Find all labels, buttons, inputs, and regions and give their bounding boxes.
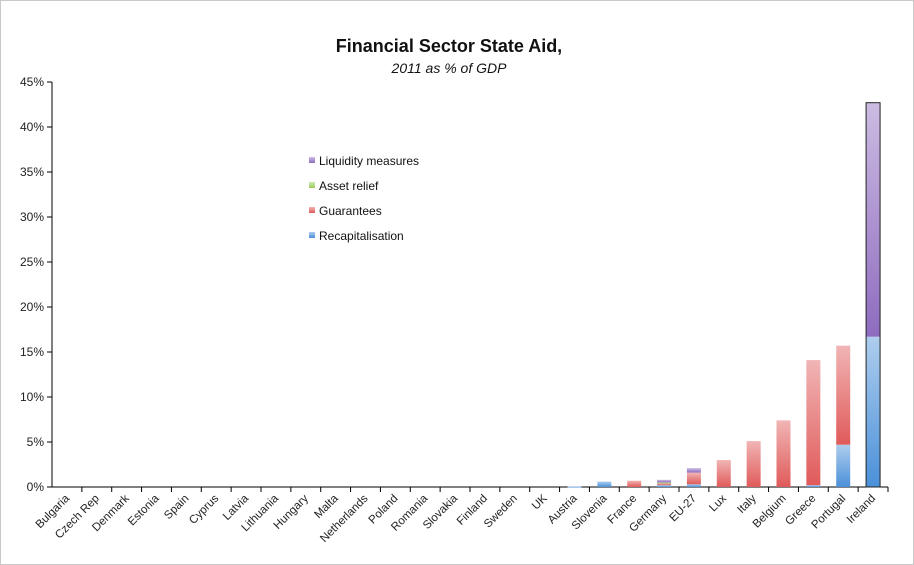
y-tick-label: 0% xyxy=(27,480,45,494)
bar-segment-guarantees xyxy=(776,420,791,487)
legend-label: Liquidity measures xyxy=(319,154,419,168)
legend-swatch xyxy=(309,207,315,213)
bars xyxy=(567,102,881,488)
bar-segment-recapitalisation xyxy=(686,484,701,487)
y-tick-label: 20% xyxy=(20,300,44,314)
legend-label: Recapitalisation xyxy=(319,229,404,243)
x-tick-label: UK xyxy=(530,492,550,512)
legend-label: Guarantees xyxy=(319,204,382,218)
x-tick-label: Estonia xyxy=(126,492,162,528)
bar-outline xyxy=(865,102,881,488)
y-tick-label: 30% xyxy=(20,210,44,224)
bar-segment-recapitalisation xyxy=(567,486,582,488)
bar-segment-liquidity-measures xyxy=(866,102,881,337)
bar-segment-recapitalisation xyxy=(597,481,612,487)
legend-swatch xyxy=(309,157,315,163)
bar-segment-guarantees xyxy=(657,483,672,486)
legend: Liquidity measures Asset relief Guarantees… xyxy=(309,154,419,243)
y-tick-label: 35% xyxy=(20,165,44,179)
x-tick-label: EU-27 xyxy=(668,493,700,525)
y-tick-label: 10% xyxy=(20,390,44,404)
bar-segment-recapitalisation xyxy=(866,336,881,487)
bar-segment-guarantees xyxy=(627,480,642,487)
chart-subtitle: 2011 as % of GDP xyxy=(391,60,508,76)
chart-title: Financial Sector State Aid, xyxy=(336,36,562,56)
bar-segment-guarantees xyxy=(746,441,761,487)
bar-segment-recapitalisation xyxy=(657,485,672,487)
x-tick-label: Italy xyxy=(735,492,759,516)
axes: 0% 5% 10% 15% 20% 25% 30% 35% 40% 45% xyxy=(20,75,889,494)
bar-segment-recapitalisation xyxy=(806,485,821,487)
y-tick-label: 45% xyxy=(20,75,44,89)
bar-segment-recapitalisation xyxy=(836,444,851,487)
x-tick-label: Ireland xyxy=(845,493,878,526)
x-tick-label: Sweden xyxy=(482,493,520,531)
x-tick-label: Cyprus xyxy=(187,492,221,526)
y-tick-label: 25% xyxy=(20,255,44,269)
bar-segment-asset-relief xyxy=(657,482,672,484)
bar-segment-guarantees xyxy=(806,360,821,486)
y-tick-label: 5% xyxy=(27,435,45,449)
legend-swatch xyxy=(309,232,315,238)
bar-segment-liquidity-measures xyxy=(657,479,672,483)
bar-segment-guarantees xyxy=(686,472,701,485)
y-tick-label: 15% xyxy=(20,345,44,359)
bar-segment-liquidity-measures xyxy=(686,468,701,473)
x-tick-label: Lux xyxy=(707,492,729,514)
legend-label: Asset relief xyxy=(319,179,379,193)
bar-segment-guarantees xyxy=(716,460,731,487)
x-tick-label: Belgium xyxy=(751,493,789,531)
legend-swatch xyxy=(309,182,315,188)
bar-segment-guarantees xyxy=(836,345,851,445)
y-tick-label: 40% xyxy=(20,120,44,134)
